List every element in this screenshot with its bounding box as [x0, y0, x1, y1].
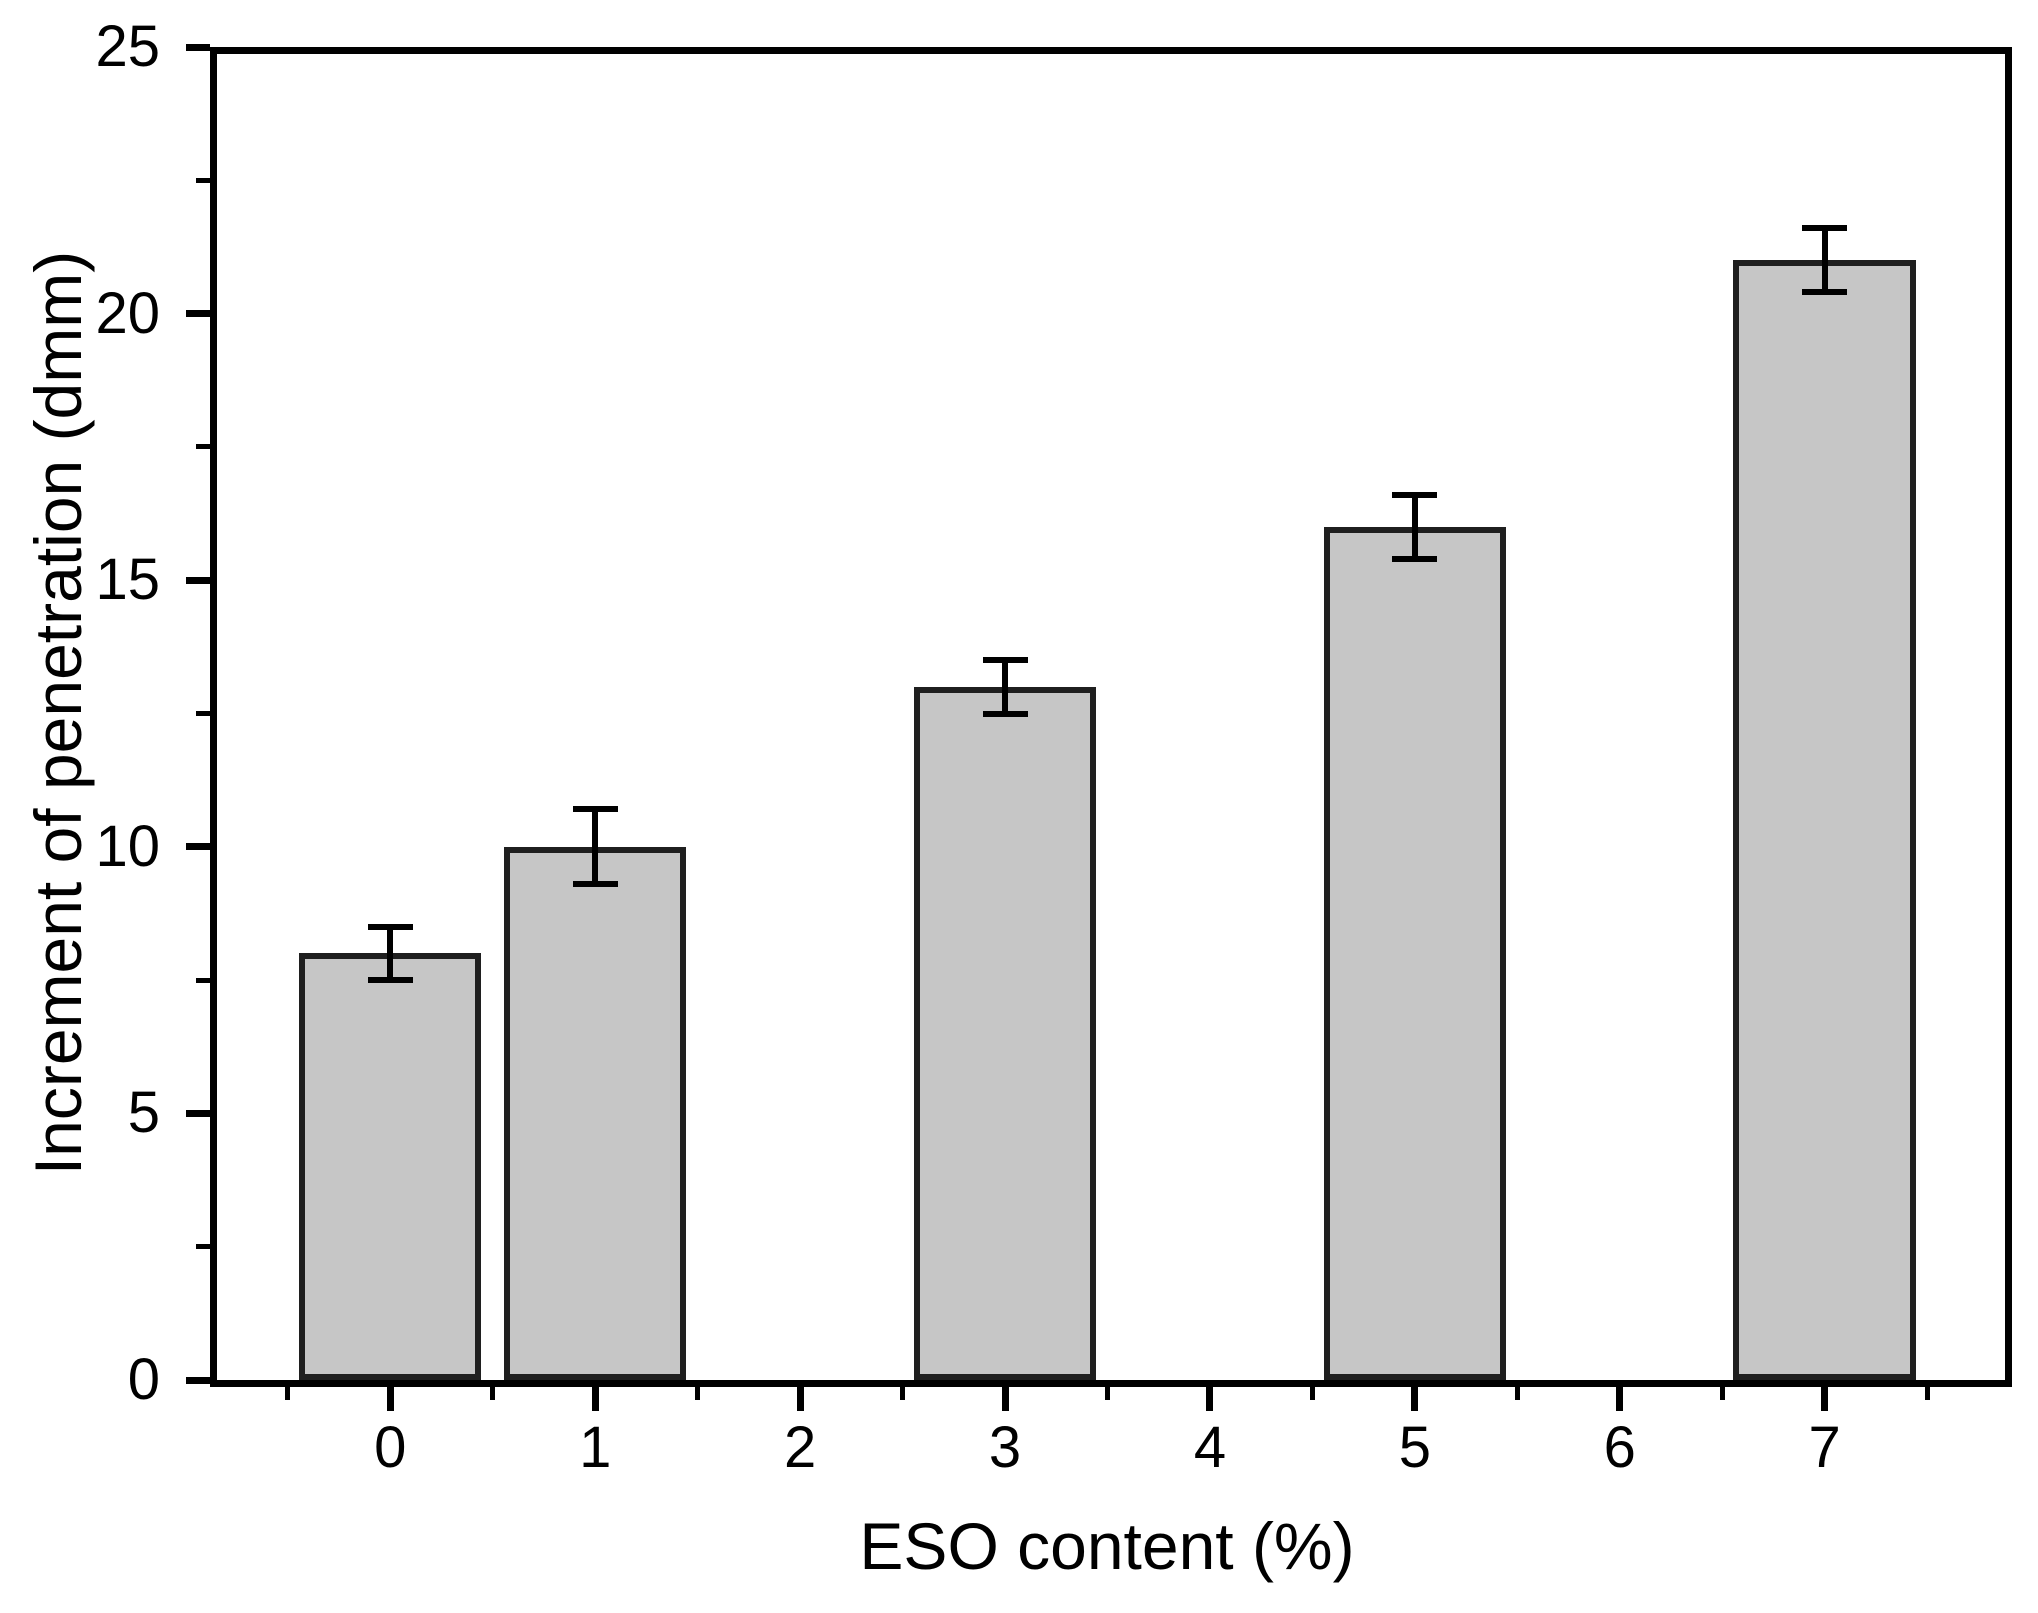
bar [299, 953, 482, 1380]
y-tick-label: 10 [95, 813, 160, 879]
plot-right-spine [2005, 47, 2012, 1387]
x-axis-line [210, 1380, 2012, 1387]
x-tick-label: 1 [579, 1415, 612, 1480]
x-minor-tick [1105, 1387, 1110, 1400]
x-tick-label: 6 [1603, 1415, 1636, 1480]
plot-top-spine [210, 47, 2005, 54]
error-bar-stem [387, 926, 394, 981]
y-tick-label: 25 [95, 14, 160, 79]
error-bar-cap-top [367, 923, 413, 930]
y-major-tick [186, 1109, 210, 1117]
y-major-tick [186, 310, 210, 318]
plot-area: 0 5 10 15 20 25 0 1 2 3 4 5 6 7 [95, 17, 2012, 1478]
x-tick-label: 2 [783, 1415, 817, 1480]
x-major-tick [1001, 1387, 1009, 1411]
error-bar-cap-top [1392, 491, 1438, 498]
error-bar-stem [1821, 228, 1828, 293]
y-minor-tick [196, 444, 210, 450]
ticks-layer: 0 5 10 15 20 25 0 1 2 3 4 5 6 7 [95, 17, 2005, 1478]
x-minor-tick [695, 1387, 701, 1400]
y-minor-tick [196, 977, 210, 983]
bar [913, 686, 1097, 1380]
error-bar-stem [1411, 494, 1418, 559]
error-bar-stem [592, 809, 599, 885]
x-major-tick [1411, 1387, 1419, 1411]
error-bar-cap-top [982, 657, 1028, 664]
x-axis-title: ESO content (%) [859, 1509, 1355, 1583]
error-bar-cap-bottom [1392, 555, 1438, 562]
y-major-tick [186, 1376, 210, 1384]
y-major-tick [186, 843, 210, 851]
x-minor-tick [1514, 1387, 1520, 1400]
x-major-tick [1616, 1387, 1624, 1411]
y-minor-tick [196, 177, 210, 183]
x-major-tick [1821, 1387, 1829, 1411]
bar [1733, 260, 1916, 1380]
y-axis-line [210, 47, 217, 1380]
x-minor-tick [1309, 1387, 1315, 1400]
error-bar-cap-bottom [572, 881, 618, 888]
x-tick-label: 7 [1808, 1415, 1841, 1480]
x-tick-label: 5 [1398, 1415, 1431, 1480]
error-bar-stem [1002, 660, 1009, 714]
bar [1323, 526, 1507, 1380]
x-minor-tick [1924, 1387, 1930, 1400]
y-major-tick [186, 576, 210, 584]
x-tick-label: 0 [374, 1415, 407, 1480]
x-major-tick [386, 1387, 394, 1411]
error-bar-cap-bottom [367, 977, 413, 984]
error-bar-cap-top [1802, 225, 1848, 232]
x-minor-tick [285, 1387, 291, 1400]
x-major-tick [796, 1387, 804, 1411]
error-bar-cap-top [572, 806, 618, 813]
y-tick-label: 15 [95, 547, 160, 613]
y-minor-tick [196, 711, 210, 716]
y-major-tick [186, 43, 210, 51]
x-major-tick [1206, 1387, 1214, 1411]
x-minor-tick [1719, 1387, 1725, 1400]
x-minor-tick [490, 1387, 496, 1400]
x-tick-label: 3 [988, 1415, 1022, 1480]
x-minor-tick [900, 1387, 906, 1400]
error-bar-cap-bottom [982, 710, 1028, 717]
y-axis-title: Increment of penetration (dmm) [21, 250, 95, 1176]
y-tick-label: 0 [127, 1347, 160, 1412]
x-tick-label: 4 [1193, 1415, 1227, 1480]
y-minor-tick [196, 1244, 210, 1250]
error-bar-cap-bottom [1802, 289, 1848, 296]
y-tick-label: 5 [127, 1080, 160, 1146]
y-tick-label: 20 [95, 280, 160, 346]
x-major-tick [591, 1387, 599, 1411]
bar [504, 846, 687, 1380]
bars-layer [210, 47, 2005, 1380]
